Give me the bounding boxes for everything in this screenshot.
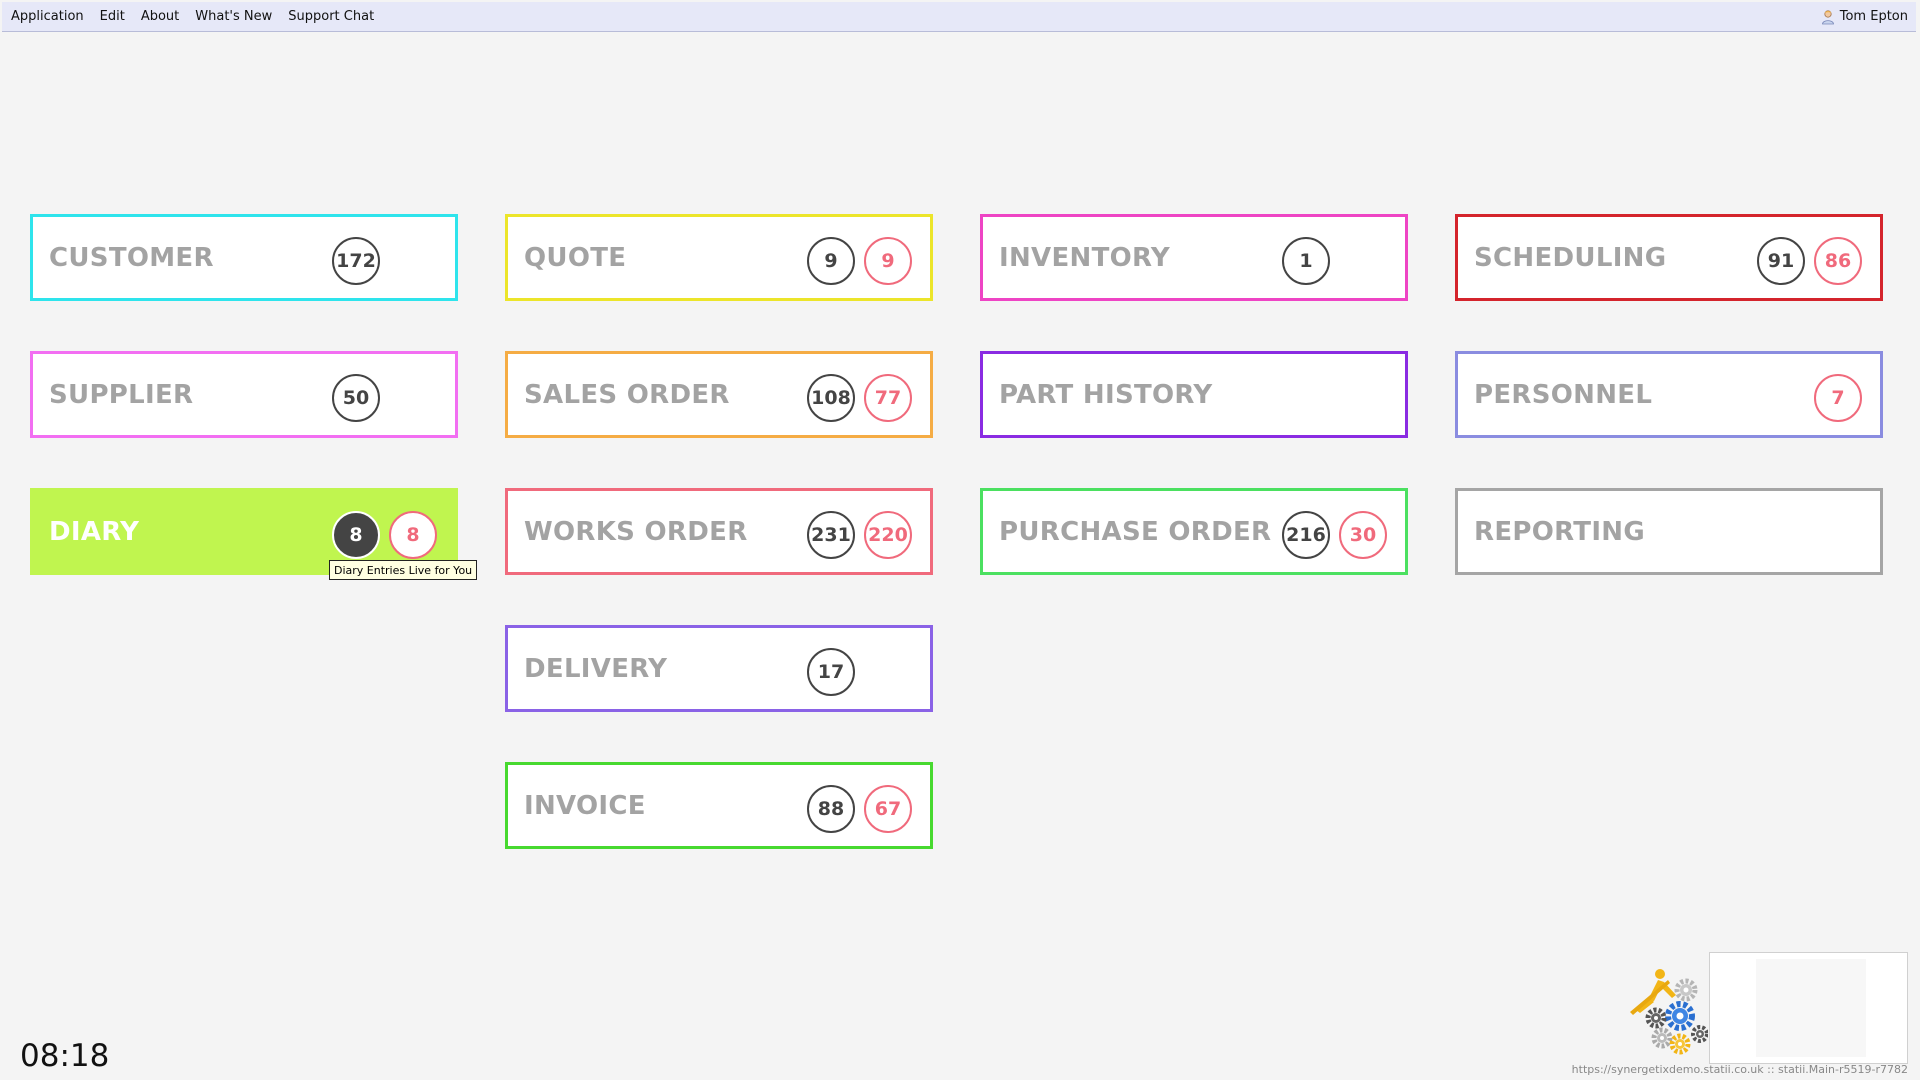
diary-tooltip: Diary Entries Live for You — [329, 560, 478, 580]
alert-badge: 67 — [864, 785, 912, 833]
count-badge: 108 — [807, 374, 855, 422]
tile-label: QUOTE — [524, 242, 627, 273]
user-icon — [1821, 9, 1834, 24]
count-badge: 1 — [1282, 237, 1330, 285]
user-menu[interactable]: Tom Epton — [1820, 9, 1916, 25]
count-badge: 91 — [1757, 237, 1805, 285]
tile-label: INVENTORY — [999, 242, 1171, 273]
tile-label: REPORTING — [1474, 516, 1646, 547]
clock: 08:18 — [20, 1038, 110, 1074]
alert-badge: 30 — [1339, 511, 1387, 559]
tile-delivery[interactable]: DELIVERY 17 — [505, 625, 933, 712]
alert-badge: 220 — [864, 511, 912, 559]
tile-label: DELIVERY — [524, 653, 668, 684]
tile-personnel[interactable]: PERSONNEL 7 — [1455, 351, 1883, 438]
tile-label: DIARY — [49, 516, 140, 547]
menu-whats-new[interactable]: What's New — [195, 9, 273, 24]
preview-panel — [1709, 952, 1908, 1064]
count-badge: 50 — [332, 374, 380, 422]
count-badge: 9 — [807, 237, 855, 285]
alert-badge: 8 — [389, 511, 437, 559]
menu-edit[interactable]: Edit — [99, 9, 125, 24]
tile-supplier[interactable]: SUPPLIER 50 — [30, 351, 458, 438]
menu-about[interactable]: About — [140, 9, 180, 24]
footer-url: https://synergetixdemo.statii.co.uk :: s… — [1571, 1063, 1908, 1076]
count-badge: 8 — [332, 511, 380, 559]
user-name: Tom Epton — [1839, 9, 1908, 24]
alert-badge: 9 — [864, 237, 912, 285]
count-badge: 172 — [332, 237, 380, 285]
tile-label: PERSONNEL — [1474, 379, 1653, 410]
tile-label: INVOICE — [524, 790, 646, 821]
tile-quote[interactable]: QUOTE 9 9 — [505, 214, 933, 301]
preview-panel-inner — [1756, 959, 1866, 1057]
tile-label: SCHEDULING — [1474, 242, 1667, 273]
tile-label: SUPPLIER — [49, 379, 194, 410]
menu-support-chat[interactable]: Support Chat — [288, 9, 375, 24]
tile-label: WORKS ORDER — [524, 516, 748, 547]
count-badge: 216 — [1282, 511, 1330, 559]
tile-inventory[interactable]: INVENTORY 1 — [980, 214, 1408, 301]
tile-label: PURCHASE ORDER — [999, 516, 1272, 547]
tile-part-history[interactable]: PART HISTORY — [980, 351, 1408, 438]
tile-label: PART HISTORY — [999, 379, 1213, 410]
tile-purchase-order[interactable]: PURCHASE ORDER 216 30 — [980, 488, 1408, 575]
menu-application[interactable]: Application — [11, 9, 84, 24]
tile-reporting[interactable]: REPORTING — [1455, 488, 1883, 575]
menu-bar: Application Edit About What's New Suppor… — [2, 2, 1916, 32]
tile-customer[interactable]: CUSTOMER 172 — [30, 214, 458, 301]
count-badge: 231 — [807, 511, 855, 559]
alert-badge: 77 — [864, 374, 912, 422]
tile-sales-order[interactable]: SALES ORDER 108 77 — [505, 351, 933, 438]
count-badge: 17 — [807, 648, 855, 696]
tile-invoice[interactable]: INVOICE 88 67 — [505, 762, 933, 849]
tile-scheduling[interactable]: SCHEDULING 91 86 — [1455, 214, 1883, 301]
alert-badge: 7 — [1814, 374, 1862, 422]
tile-label: SALES ORDER — [524, 379, 730, 410]
gears-logo-icon — [1630, 969, 1708, 1055]
tile-works-order[interactable]: WORKS ORDER 231 220 — [505, 488, 933, 575]
tile-diary[interactable]: DIARY 8 8 — [30, 488, 458, 575]
count-badge: 88 — [807, 785, 855, 833]
tile-label: CUSTOMER — [49, 242, 214, 273]
alert-badge: 86 — [1814, 237, 1862, 285]
